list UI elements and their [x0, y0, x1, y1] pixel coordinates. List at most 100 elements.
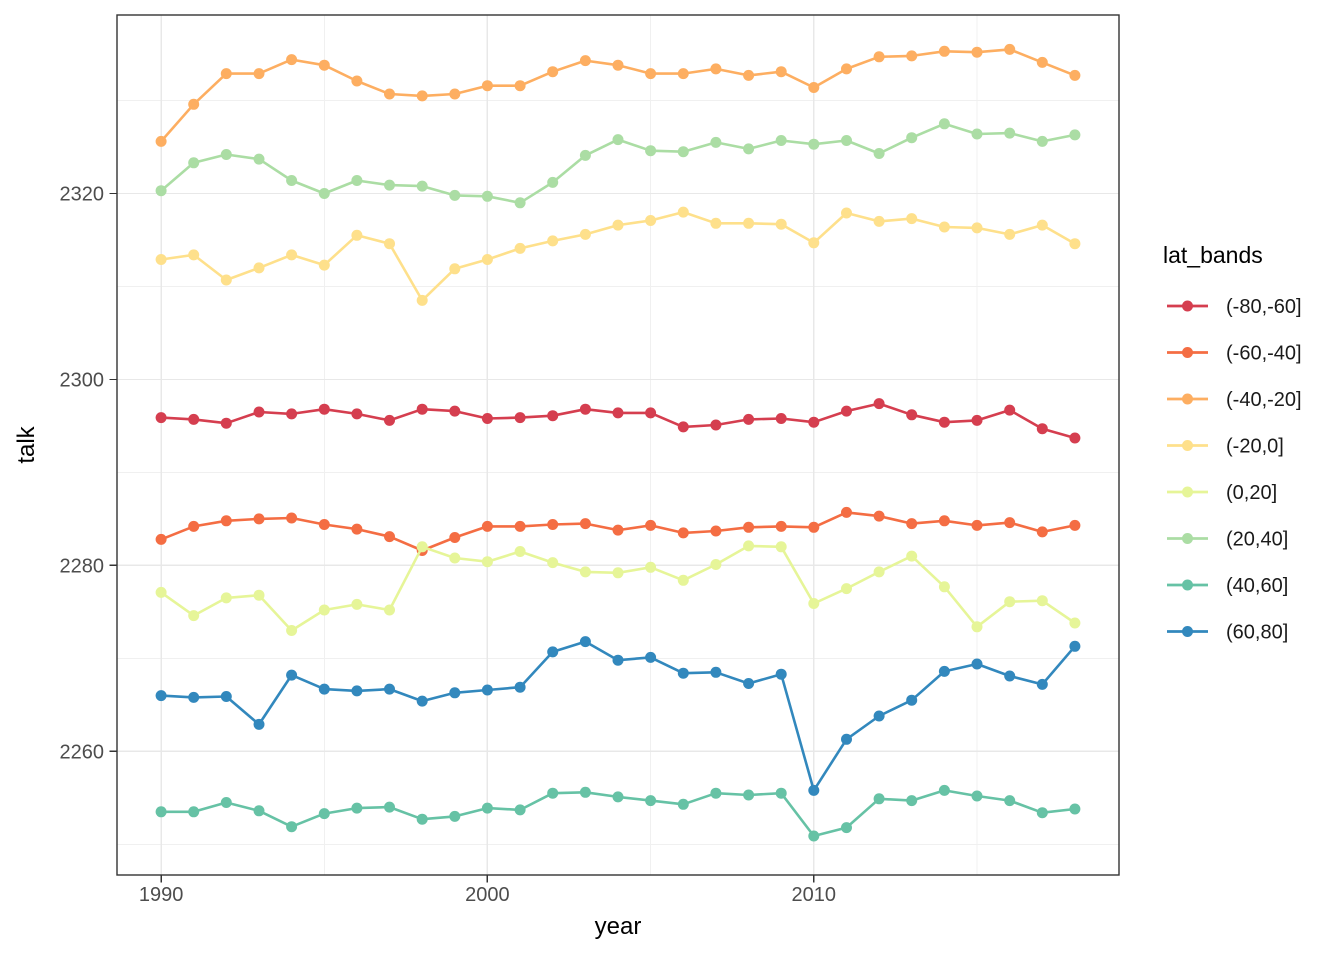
data-point — [253, 153, 265, 165]
data-point — [514, 197, 526, 209]
data-point — [906, 132, 918, 144]
legend-item-label: (-60,-40] — [1226, 343, 1302, 365]
data-point — [645, 795, 657, 807]
legend-layer: (-80,-60] (-60,-40] (-40,-20] (-20,0] (0,20]… — [1167, 296, 1302, 644]
data-point — [645, 519, 657, 531]
data-point — [384, 604, 395, 616]
data-point — [253, 262, 265, 274]
data-point — [743, 69, 755, 81]
data-point — [155, 412, 167, 424]
data-point — [351, 229, 363, 241]
data-point — [579, 55, 591, 67]
series-1 — [155, 398, 1081, 444]
data-point — [775, 135, 787, 146]
data-point — [1004, 404, 1016, 416]
data-point — [318, 59, 330, 71]
data-point — [318, 808, 330, 820]
data-point — [906, 518, 918, 530]
data-point — [873, 398, 885, 410]
data-point — [188, 691, 200, 703]
data-point — [547, 557, 559, 569]
data-point — [351, 802, 363, 814]
data-point — [1004, 127, 1016, 139]
data-point — [579, 149, 591, 161]
data-point — [547, 787, 559, 799]
data-point — [873, 51, 885, 63]
legend-item-label: (60,80] — [1226, 622, 1288, 644]
data-point — [808, 598, 820, 609]
data-point — [710, 419, 722, 431]
legend-item-label: (0,20] — [1226, 482, 1277, 504]
data-point — [873, 148, 885, 159]
panel-border — [116, 14, 1120, 876]
legend-item-label: (-40,-20] — [1226, 389, 1302, 411]
data-point — [351, 408, 363, 420]
data-point — [841, 405, 852, 417]
legend-item: (20,40] — [1167, 529, 1288, 551]
data-point — [1069, 432, 1081, 444]
data-point — [971, 658, 983, 670]
data-point — [579, 786, 591, 798]
data-point — [775, 668, 787, 680]
data-point — [416, 403, 428, 415]
data-point — [612, 407, 624, 419]
axis-layer: 1990 2000 2010 2260 2280 2300 2320 — [60, 184, 837, 907]
data-point — [416, 180, 428, 192]
data-point — [841, 63, 852, 75]
legend-item: (-60,-40] — [1167, 343, 1302, 365]
data-point — [481, 80, 493, 92]
data-point — [677, 68, 689, 80]
data-point — [481, 556, 493, 568]
data-point — [808, 82, 820, 93]
series-4 — [155, 206, 1081, 306]
legend-item-label: (-20,0] — [1226, 436, 1284, 458]
data-point — [384, 88, 395, 100]
data-point — [220, 274, 232, 286]
data-point — [612, 59, 624, 71]
data-point — [1004, 670, 1016, 682]
data-point — [808, 784, 820, 796]
y-tick-label: 2260 — [60, 741, 105, 763]
data-point — [841, 506, 852, 518]
data-point — [514, 242, 526, 254]
data-point — [906, 550, 918, 562]
data-point — [253, 68, 265, 80]
data-point — [808, 138, 820, 150]
legend-key-point — [1182, 626, 1193, 637]
data-point — [286, 625, 298, 636]
data-point — [841, 583, 852, 595]
data-point — [938, 221, 950, 233]
data-point — [1069, 238, 1081, 250]
data-point — [1036, 595, 1048, 607]
data-point — [449, 263, 461, 275]
data-point — [286, 249, 298, 261]
data-point — [481, 684, 493, 696]
legend-key-point — [1182, 579, 1193, 591]
data-point — [710, 666, 722, 678]
data-point — [253, 589, 265, 601]
data-point — [384, 801, 395, 813]
data-point — [188, 520, 200, 532]
data-point — [1069, 640, 1081, 652]
data-point — [449, 405, 461, 417]
data-point — [971, 414, 983, 426]
data-point — [710, 525, 722, 537]
legend-item-label: (-80,-60] — [1226, 296, 1302, 318]
data-point — [645, 215, 657, 226]
data-point — [318, 188, 330, 199]
data-point — [318, 683, 330, 695]
data-point — [677, 421, 689, 433]
data-point — [481, 254, 493, 265]
data-point — [384, 414, 395, 426]
data-point — [253, 718, 265, 730]
data-point — [1004, 228, 1016, 240]
data-point — [841, 207, 852, 219]
data-point — [449, 552, 461, 564]
data-point — [743, 143, 755, 155]
data-point — [743, 521, 755, 533]
data-point — [1036, 219, 1048, 231]
data-point — [971, 519, 983, 531]
data-point — [645, 561, 657, 573]
x-tick-label: 1990 — [139, 884, 184, 906]
